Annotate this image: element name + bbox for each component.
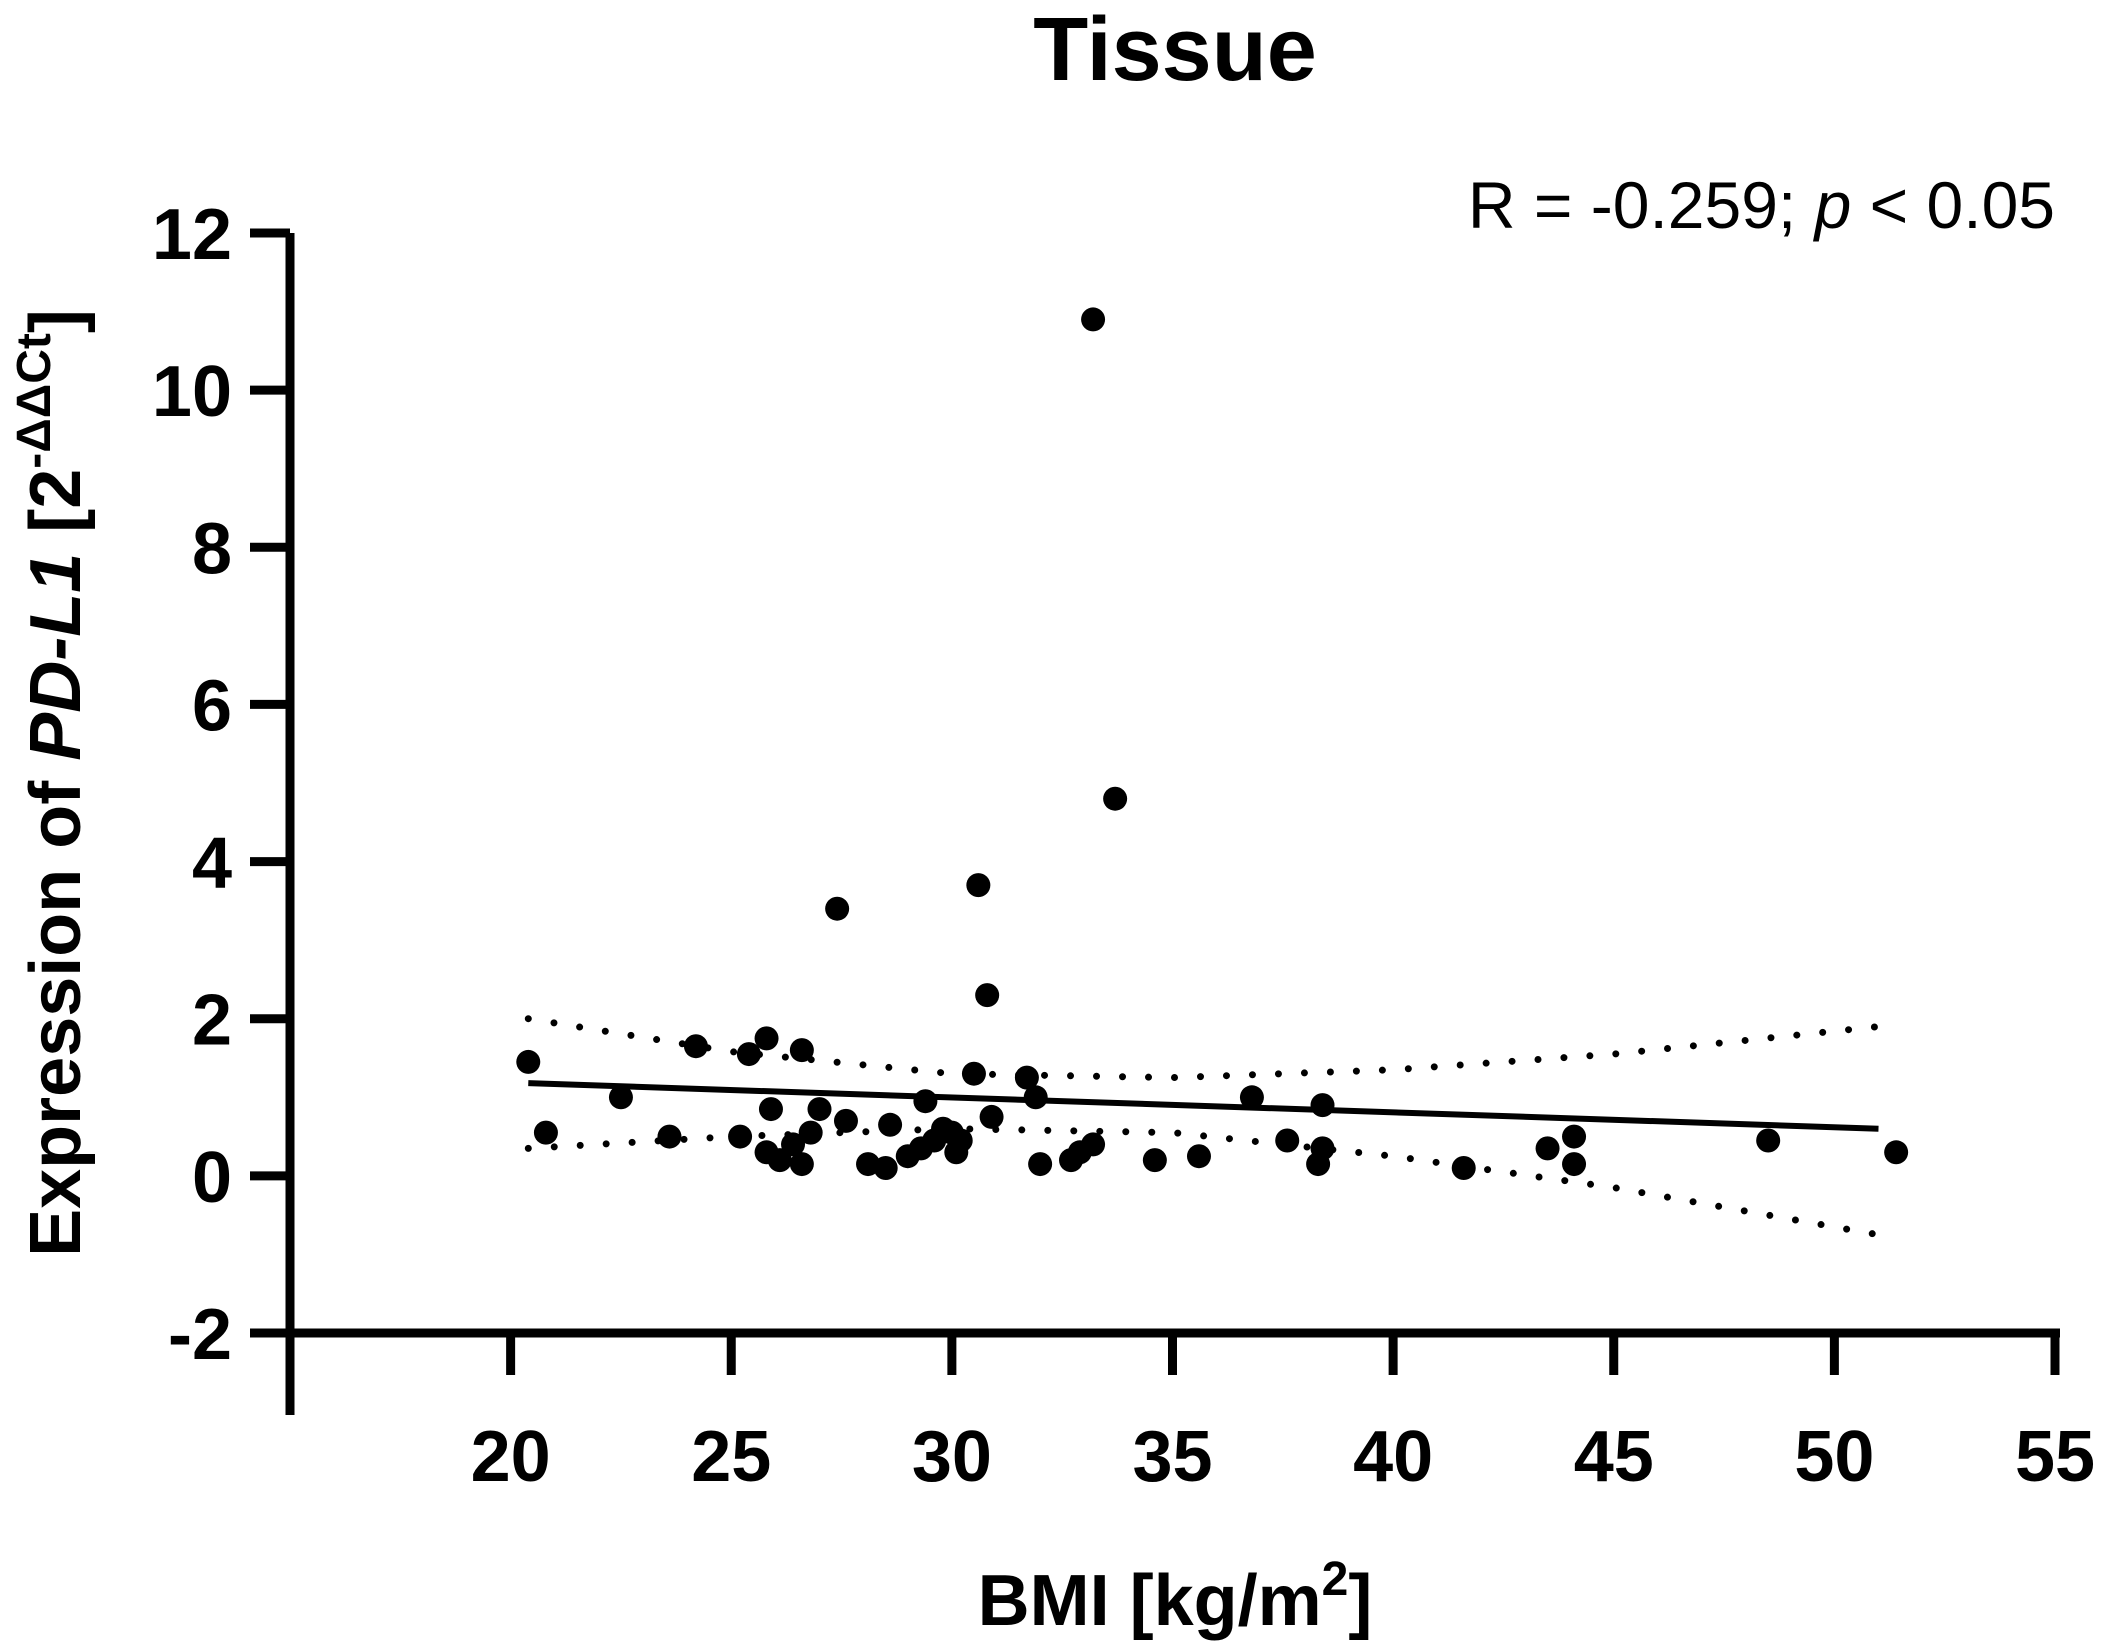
x-tick-label: 20	[471, 1417, 551, 1497]
data-point	[758, 1097, 783, 1122]
data-point	[1310, 1093, 1335, 1118]
x-axis-label-main: BMI [kg/m	[978, 1561, 1322, 1641]
data-point	[1562, 1124, 1587, 1149]
x-tick-label: 25	[691, 1417, 771, 1497]
y-tick-label: 2	[192, 981, 232, 1061]
x-tick-label: 30	[912, 1417, 992, 1497]
data-point	[767, 1148, 792, 1173]
x-tick-label: 40	[1353, 1417, 1433, 1497]
ci-lower-curve	[524, 1125, 1882, 1239]
data-point	[833, 1108, 858, 1133]
data-point	[975, 983, 1000, 1008]
data-point	[789, 1152, 814, 1177]
y-tick-label: 12	[152, 195, 232, 275]
y-ticks: -2 0 2 4 6 8 10 12	[152, 195, 290, 1375]
x-tick-label: 50	[1794, 1417, 1874, 1497]
data-point	[754, 1026, 779, 1051]
y-tick-label: 4	[192, 824, 232, 904]
data-point	[1023, 1085, 1048, 1110]
y-axis-label-bracket: [2	[16, 469, 96, 553]
annotation-p-symbol: p	[1813, 168, 1852, 242]
data-point	[516, 1049, 541, 1074]
x-tick-label: 45	[1574, 1417, 1654, 1497]
data-point	[1884, 1140, 1909, 1165]
ci-upper-curve	[524, 1015, 1882, 1082]
regression-line	[528, 1080, 1879, 1132]
data-point	[728, 1124, 753, 1149]
data-point	[789, 1038, 814, 1063]
data-point	[1028, 1152, 1053, 1177]
y-tick-label: 6	[192, 666, 232, 746]
data-point	[1535, 1136, 1560, 1161]
x-ticks: 20 25 30 35 40 45 50 55	[471, 1333, 2095, 1497]
annotation-suffix: < 0.05	[1851, 168, 2055, 242]
data-point	[913, 1089, 938, 1114]
annotation-prefix: R = -0.259;	[1468, 168, 1815, 242]
y-tick-label: 8	[192, 509, 232, 589]
data-point	[798, 1120, 823, 1145]
data-point	[1142, 1148, 1167, 1173]
x-tick-label: 35	[1132, 1417, 1212, 1497]
plot-area	[516, 307, 1909, 1239]
data-point	[1103, 786, 1128, 811]
y-axis-label: Expression of PD-L1 [2-ΔΔCt]	[8, 309, 96, 1257]
data-point	[1239, 1085, 1264, 1110]
data-point	[825, 896, 850, 921]
y-tick-label: 0	[192, 1138, 232, 1218]
data-point	[1275, 1128, 1300, 1153]
y-axis-label-prefix: Expression of	[16, 761, 96, 1257]
data-point	[873, 1156, 898, 1180]
x-axis-label-sup: 2	[1322, 1553, 1349, 1606]
data-point	[1756, 1128, 1781, 1153]
data-point	[781, 1132, 806, 1157]
data-point	[1310, 1136, 1335, 1161]
data-point	[1014, 1065, 1039, 1090]
data-point	[961, 1061, 986, 1086]
data-point	[807, 1097, 832, 1122]
data-point	[1451, 1156, 1476, 1180]
x-tick-label: 55	[2015, 1417, 2095, 1497]
y-tick-label: 10	[152, 352, 232, 432]
data-point	[948, 1128, 973, 1153]
x-axis-label-end: ]	[1348, 1561, 1372, 1641]
data-point	[1081, 307, 1106, 332]
correlation-annotation: R = -0.259; p < 0.05	[1468, 168, 2055, 242]
data-point	[1081, 1132, 1106, 1157]
x-axis-label: BMI [kg/m2]	[978, 1553, 1373, 1641]
chart-title: Tissue	[1033, 0, 1317, 100]
data-point	[533, 1120, 558, 1145]
y-axis-label-gene: PD-L1	[16, 553, 96, 761]
data-point	[1562, 1152, 1587, 1177]
y-tick-label: -2	[168, 1295, 232, 1375]
data-point	[736, 1042, 761, 1067]
data-point	[1186, 1144, 1211, 1169]
y-axis-label-sup: -ΔΔCt	[8, 333, 61, 469]
data-point	[979, 1104, 1004, 1129]
data-point	[878, 1112, 903, 1137]
data-point	[608, 1085, 633, 1110]
y-axis-label-close: ]	[16, 309, 96, 333]
data-point	[657, 1124, 682, 1149]
data-point	[683, 1034, 708, 1059]
data-point	[966, 873, 991, 898]
